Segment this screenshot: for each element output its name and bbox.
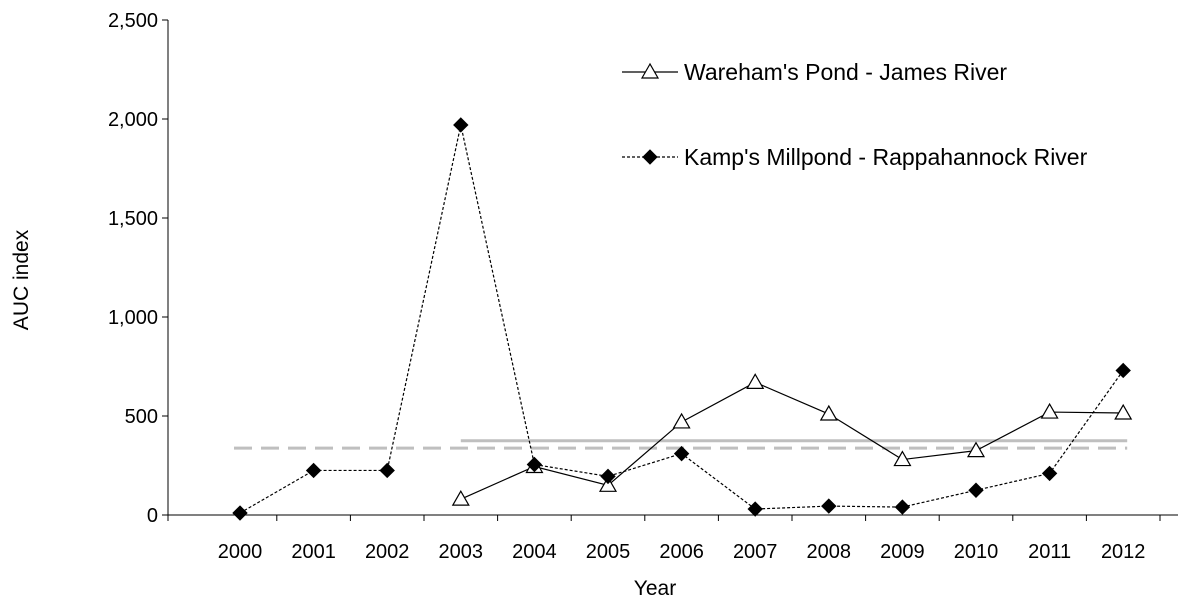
axes [167,20,1178,516]
x-ticks: 2000 2001 2002 2003 2004 2005 2006 2007 2008 2009… [167,515,1161,563]
y-tick-label: 1,500 [108,208,158,230]
data-point-diamond [1115,362,1131,379]
data-point-triangle [1114,403,1133,420]
legend-label: Kamp's Millpond - Rappahannock River [684,144,1088,170]
series-kamps-millpond [232,117,1131,521]
data-point-diamond [673,445,690,462]
data-point-diamond [453,117,469,133]
x-tick-label: 2000 [218,541,263,563]
x-tick-label: 2011 [1028,541,1071,563]
legend-item-warehams: Wareham's Pond - James River [622,59,1007,85]
x-tick-label: 2004 [512,541,557,563]
y-tick-label: 0 [147,505,158,527]
y-tick-label: 2,500 [108,10,158,32]
data-point-diamond [821,498,837,514]
y-tick-label: 2,000 [108,109,158,131]
y-ticks: 0 500 1,000 1,500 2,000 2,500 [108,10,168,527]
data-point-triangle [746,373,765,389]
data-point-triangle [672,412,691,429]
x-tick-label: 2012 [1101,541,1146,563]
data-point-triangle [1040,402,1059,419]
data-point-diamond [968,482,984,498]
x-tick-label: 2010 [954,541,999,563]
data-point-triangle [966,441,986,458]
x-tick-label: 2003 [439,541,484,563]
x-tick-label: 2002 [365,541,410,563]
data-point-diamond [232,505,248,521]
series [232,117,1133,521]
x-tick-label: 2005 [586,541,631,563]
legend-marker-diamond [642,149,658,165]
x-tick-label: 2007 [733,541,778,563]
y-axis-title: AUC index [10,229,33,330]
data-point-triangle [893,450,912,467]
x-tick-label: 2006 [659,541,704,563]
x-tick-label: 2001 [291,541,336,563]
data-point-triangle [451,489,470,506]
x-axis-title: Year [634,577,676,600]
legend-marker-triangle [640,62,660,79]
y-tick-label: 500 [125,406,158,428]
data-point-diamond [526,456,543,473]
series-line [460,381,1124,500]
y-tick-label: 1,000 [108,307,158,329]
data-point-triangle [598,476,618,492]
legend: Wareham's Pond - James River Kamp's Millp… [622,59,1088,170]
data-point-diamond [747,501,763,517]
data-point-diamond [379,462,395,479]
data-point-diamond [894,499,911,515]
data-point-diamond [305,462,322,479]
legend-item-kamps: Kamp's Millpond - Rappahannock River [622,144,1088,170]
x-tick-label: 2008 [807,541,852,563]
data-point-diamond [1041,465,1058,482]
data-point-diamond [600,468,616,485]
x-tick-label: 2009 [880,541,925,563]
legend-label: Wareham's Pond - James River [684,59,1007,85]
data-point-triangle [819,404,838,421]
